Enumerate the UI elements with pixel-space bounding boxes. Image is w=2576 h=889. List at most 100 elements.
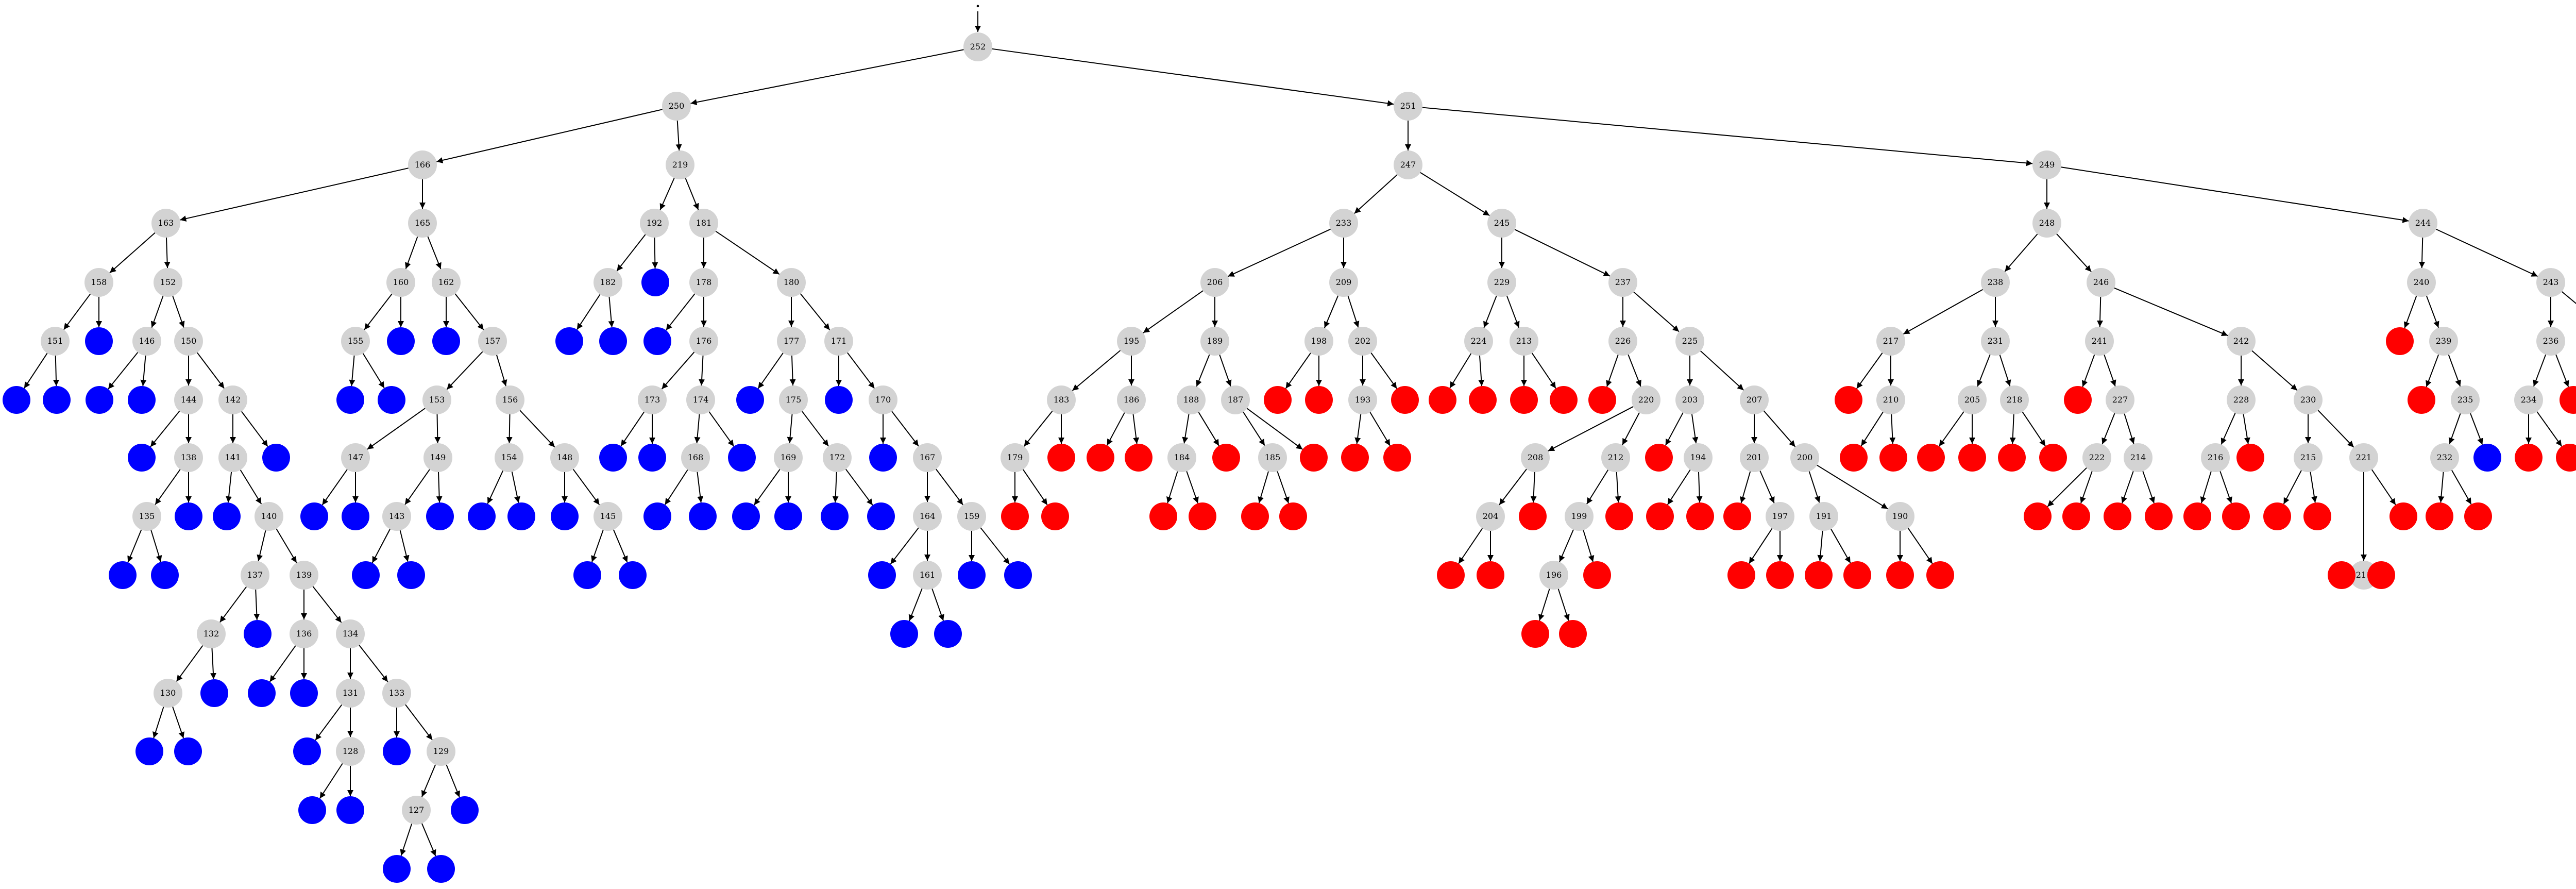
tree-node: 164 [913,502,942,531]
node-circle [1341,444,1369,472]
blue-leaf-node [387,327,415,355]
node-circle [248,679,276,707]
node-circle [1189,502,1216,530]
blue-leaf-node [689,502,717,530]
node-circle [2429,327,2458,356]
tree-node: 157 [478,327,507,356]
red-leaf-node [1047,444,1075,472]
node-label: 220 [1638,395,1654,405]
tree-node: 136 [290,619,318,648]
node-circle [1521,620,1549,648]
node-label: 209 [1336,277,1352,287]
blue-leaf-node [383,737,411,765]
edge [1763,410,1796,447]
blue-leaf-node [869,444,897,472]
red-leaf-node [1279,502,1307,530]
tree-node: 242 [2227,327,2256,356]
blue-leaf-node [867,502,895,530]
node-label: 157 [485,336,501,346]
node-circle [638,385,667,414]
edge [1506,295,1520,328]
node-label: 233 [1336,218,1352,228]
node-circle [43,386,71,414]
edge [2056,233,2092,272]
node-circle [913,443,942,472]
tree-node: 198 [1304,327,1333,356]
node-circle [255,502,283,531]
edge [1740,471,1751,504]
edge [675,120,682,151]
node-label: 187 [1228,395,1244,405]
red-leaf-node [1550,386,1578,414]
tree-node: 177 [777,327,806,356]
edge [2243,414,2250,444]
edge [2200,471,2212,504]
edge [2419,237,2426,269]
edge [24,353,48,389]
edge [172,707,184,739]
node-circle [2236,444,2264,472]
node-label: 216 [2208,452,2224,462]
node-label: 199 [1571,511,1587,521]
node-label: 143 [389,511,405,521]
tree-node: 131 [336,679,365,708]
edge [1622,412,1640,445]
node-label: 249 [2039,160,2055,170]
edge [172,296,185,328]
edge [2371,469,2396,506]
node-label: 222 [2089,452,2105,462]
edge [715,230,780,275]
edge [1759,471,1775,504]
node-circle [1004,561,1032,589]
node-circle [957,502,986,531]
blue-leaf-node [555,327,583,355]
node-circle [2464,502,2492,530]
node-circle [342,502,369,530]
edge [362,353,385,389]
edge [364,293,393,330]
node-circle [496,385,524,414]
node-circle [1550,386,1578,414]
blue-leaf-node [643,327,671,355]
blue-leaf-node [427,855,455,883]
node-circle [2104,502,2131,530]
edge [699,355,705,386]
red-leaf-node [2367,561,2395,589]
edge [63,293,91,330]
red-leaf-node [2515,444,2543,472]
red-leaf-node [1605,502,1633,530]
tree-node: 237 [1608,268,1637,297]
node-label: 182 [600,277,616,287]
blue-leaf-node [774,502,802,530]
node-label: 224 [1471,336,1487,346]
edge [197,352,225,389]
edge [1458,528,1483,564]
node-circle [689,502,717,530]
edge [1557,589,1570,621]
blue-leaf-node [151,561,179,589]
red-leaf-node [2236,444,2264,472]
node-circle [1740,443,1769,472]
edge [1182,414,1190,444]
blue-leaf-node [352,561,380,589]
node-circle [1519,502,1547,530]
edge [1370,353,1398,389]
node-circle [468,502,496,530]
edge [1696,472,1703,503]
node-label: 170 [875,395,891,405]
tree-node: 235 [2451,385,2480,414]
edge [219,586,247,623]
tree-node: 203 [1675,385,1704,414]
node-circle [1981,327,2010,356]
red-leaf-node [2064,386,2092,414]
node-circle [1477,561,1504,589]
red-leaf-node [2328,561,2355,589]
red-leaf-node [1835,386,1862,414]
node-circle [2183,502,2211,530]
tree-node: 196 [1539,561,1568,590]
red-leaf-node [2464,502,2492,530]
node-circle [1805,561,1833,589]
node-circle [1686,502,1714,530]
node-label: 152 [160,277,176,287]
node-circle [779,385,808,414]
